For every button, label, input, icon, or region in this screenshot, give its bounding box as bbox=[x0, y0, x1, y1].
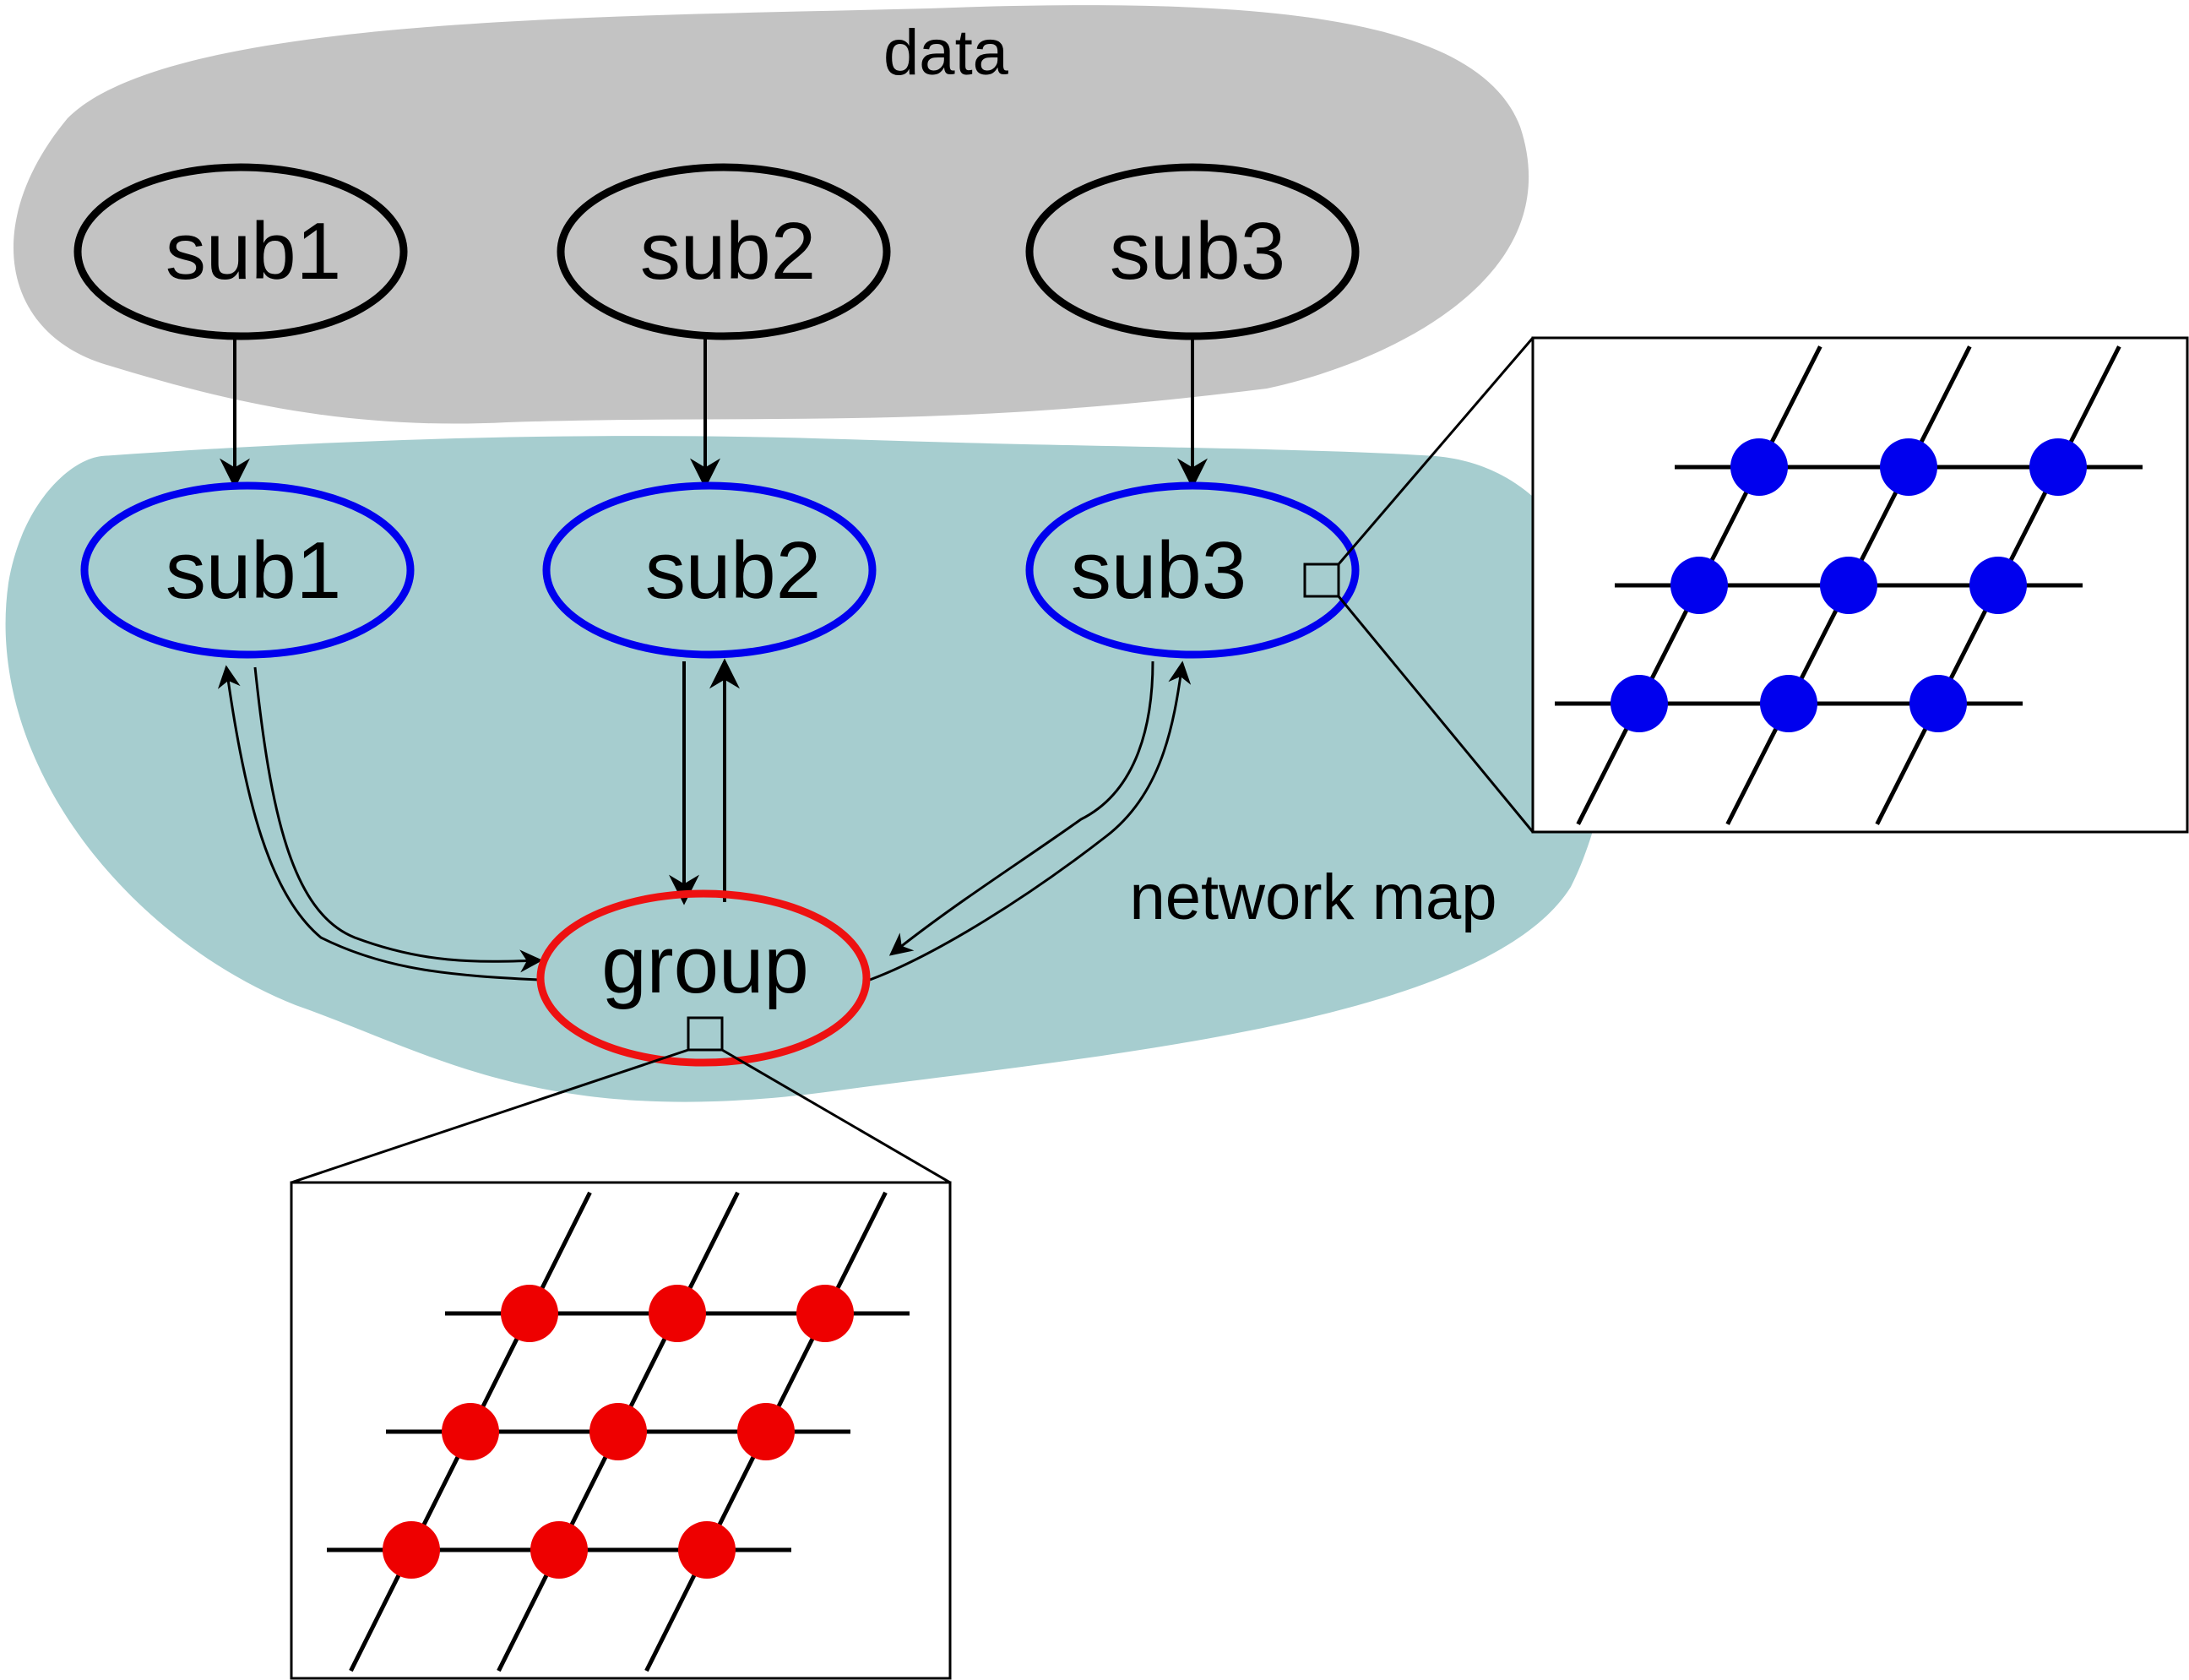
sub3-lattice-node bbox=[1969, 557, 2027, 614]
sub3-zoom-marker bbox=[1303, 563, 1340, 598]
sub3-lattice-node bbox=[1670, 557, 1728, 614]
sub3-lattice-node bbox=[1880, 438, 1937, 496]
sub3-lattice-node bbox=[1730, 438, 1788, 496]
sub3-zoom-line-bottom bbox=[1337, 595, 1534, 833]
group-lattice-node bbox=[737, 1403, 795, 1460]
network-map-region bbox=[5, 436, 1611, 1102]
data-sub2-ellipse bbox=[557, 163, 891, 340]
sub3-lattice-node bbox=[1760, 675, 1817, 732]
data-sub2-label: sub2 bbox=[640, 206, 816, 296]
group-lattice bbox=[327, 1191, 910, 1672]
sub3-lattice-node bbox=[1820, 557, 1877, 614]
net-sub2-node[interactable]: sub2 bbox=[542, 481, 877, 659]
data-sub3-ellipse bbox=[1025, 163, 1360, 340]
edge-net-sub3-to-group bbox=[888, 661, 1154, 956]
net-sub1-label: sub1 bbox=[166, 525, 341, 616]
group-lattice-node bbox=[530, 1521, 588, 1579]
net-sub3-ellipse bbox=[1025, 481, 1360, 659]
group-label: group bbox=[601, 920, 809, 1010]
data-sub2-node[interactable]: sub2 bbox=[557, 163, 891, 340]
network-map-label: network map bbox=[1129, 862, 1496, 933]
group-zoom-marker bbox=[687, 1016, 724, 1052]
net-sub2-label: sub2 bbox=[645, 525, 821, 616]
net-sub3-label: sub3 bbox=[1071, 525, 1247, 616]
edge-group-to-net-sub3 bbox=[869, 661, 1192, 981]
group-zoom-line-right bbox=[721, 1048, 951, 1184]
group-zoom-line-left bbox=[291, 1048, 689, 1184]
sub3-lattice bbox=[1555, 345, 2143, 825]
edge-net-sub1-to-group bbox=[253, 666, 543, 973]
edge-group-to-net-sub1 bbox=[217, 665, 540, 981]
group-lattice-node bbox=[442, 1403, 499, 1460]
sub3-zoom-line-top bbox=[1337, 337, 1534, 565]
group-lattice-node bbox=[383, 1521, 440, 1579]
data-sub1-ellipse bbox=[73, 163, 408, 340]
sub3-lattice-node bbox=[2029, 438, 2087, 496]
data-sub3-label: sub3 bbox=[1110, 206, 1285, 296]
data-region bbox=[13, 5, 1529, 424]
group-node[interactable]: group bbox=[536, 889, 871, 1067]
data-sub1-label: sub1 bbox=[166, 206, 341, 296]
net-sub1-node[interactable]: sub1 bbox=[80, 481, 415, 659]
sub3-lattice-node bbox=[1611, 675, 1668, 732]
group-lattice-node bbox=[649, 1285, 706, 1342]
net-sub2-ellipse bbox=[542, 481, 877, 659]
group-lattice-node bbox=[589, 1403, 647, 1460]
group-ellipse bbox=[536, 889, 871, 1067]
data-sub3-node[interactable]: sub3 bbox=[1025, 163, 1360, 340]
net-sub1-ellipse bbox=[80, 481, 415, 659]
data-region-label: data bbox=[883, 17, 1009, 89]
group-lattice-node bbox=[501, 1285, 558, 1342]
net-sub3-node[interactable]: sub3 bbox=[1025, 481, 1360, 659]
group-lattice-node bbox=[678, 1521, 736, 1579]
group-lattice-node bbox=[796, 1285, 854, 1342]
data-sub1-node[interactable]: sub1 bbox=[73, 163, 408, 340]
sub3-lattice-node bbox=[1909, 675, 1967, 732]
